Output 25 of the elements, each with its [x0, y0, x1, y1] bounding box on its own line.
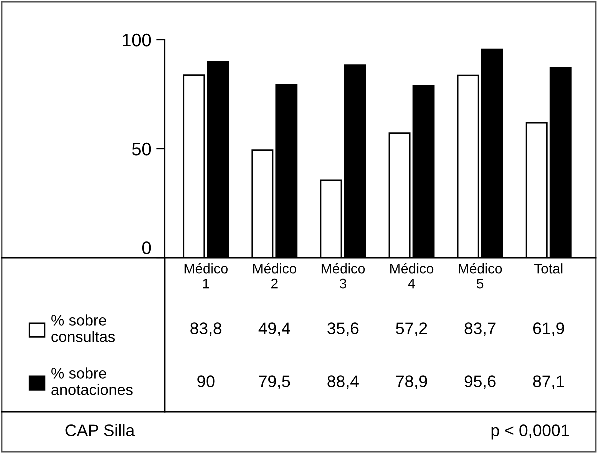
- data-label: 79,5: [259, 376, 290, 390]
- x-tick-label: Médico 2: [253, 263, 296, 289]
- data-label: 61,9: [534, 322, 564, 336]
- data-label: 83,8: [190, 322, 222, 336]
- x-tick-label: Médico 4: [390, 263, 434, 289]
- data-label: 57,2: [396, 322, 428, 336]
- data-label: 35,6: [328, 322, 359, 336]
- data-label: 95,6: [464, 376, 496, 390]
- x-tick-label: Total: [534, 264, 563, 274]
- y-tick-label: 100: [123, 34, 152, 47]
- legend-label: % sobre anotaciones: [52, 368, 133, 396]
- x-tick-label: Médico 3: [322, 263, 366, 289]
- y-tick-label: 50: [132, 142, 152, 156]
- y-tick-label: 0: [142, 242, 152, 254]
- data-label: 90: [198, 376, 215, 388]
- data-label: 83,7: [464, 322, 496, 336]
- data-label: 49,4: [258, 322, 290, 336]
- data-label: 78,9: [396, 376, 428, 390]
- legend-label: % sobre consultas: [52, 314, 116, 342]
- text: p < 0,0001: [492, 424, 570, 440]
- x-tick-label: Médico 5: [459, 263, 502, 289]
- data-label: 87,1: [533, 376, 564, 390]
- text: CAP Silla: [66, 424, 136, 436]
- x-tick-label: Médico 1: [184, 263, 228, 289]
- data-label: 88,4: [328, 376, 359, 390]
